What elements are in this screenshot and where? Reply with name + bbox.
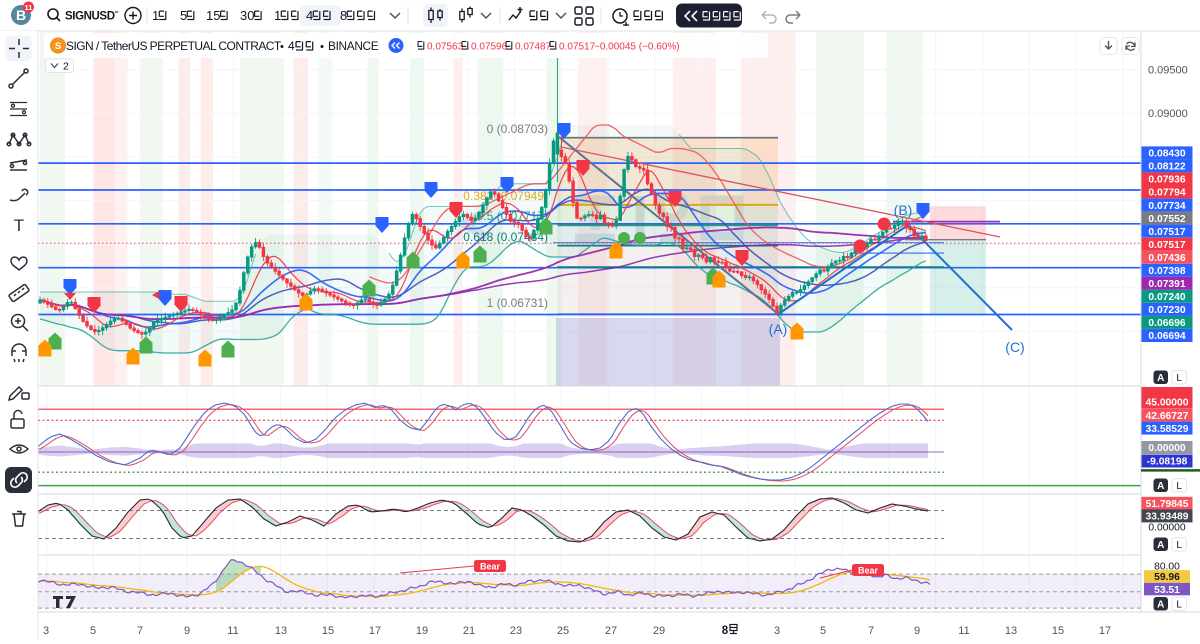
svg-text:59.96: 59.96	[1154, 572, 1180, 583]
svg-text:1: 1	[274, 8, 281, 23]
svg-text:17: 17	[1099, 625, 1111, 637]
svg-text:11: 11	[958, 625, 969, 637]
svg-text:L: L	[1176, 600, 1182, 611]
svg-text:4: 4	[306, 8, 313, 23]
svg-text:9: 9	[914, 625, 920, 637]
svg-text:7: 7	[868, 625, 874, 637]
svg-text:SIGNUSDˉ: SIGNUSDˉ	[65, 11, 119, 23]
svg-text:5: 5	[90, 625, 96, 637]
svg-text:23: 23	[510, 625, 522, 637]
svg-text:4: 4	[288, 39, 295, 53]
svg-text:L: L	[1176, 481, 1182, 492]
svg-text:0.07391: 0.07391	[1148, 279, 1185, 290]
svg-text:51.79845: 51.79845	[1146, 499, 1189, 510]
svg-text:Bear: Bear	[858, 566, 879, 576]
svg-text:A: A	[1157, 373, 1164, 384]
svg-text:0.08430: 0.08430	[1148, 149, 1185, 160]
svg-text:(A): (A)	[769, 321, 788, 337]
svg-text:0.06696: 0.06696	[1148, 318, 1185, 329]
svg-text:53.51: 53.51	[1154, 585, 1180, 596]
svg-text:0.07487: 0.07487	[515, 42, 552, 53]
svg-text:0.09500: 0.09500	[1148, 65, 1188, 77]
svg-text:30: 30	[240, 8, 254, 23]
svg-text:7: 7	[137, 625, 143, 637]
svg-text:5: 5	[180, 8, 187, 23]
svg-text:8: 8	[340, 8, 347, 23]
svg-text:0.00000: 0.00000	[1148, 443, 1185, 454]
svg-text:27: 27	[605, 625, 617, 637]
svg-text:3: 3	[43, 625, 49, 637]
svg-text:0.00000: 0.00000	[1148, 523, 1185, 534]
svg-text:0.07563: 0.07563	[427, 42, 464, 53]
svg-text:15: 15	[1052, 625, 1064, 637]
svg-text:(B): (B)	[894, 202, 913, 218]
svg-text:11: 11	[227, 625, 238, 637]
svg-text:2: 2	[63, 61, 69, 73]
svg-text:80.00: 80.00	[1154, 562, 1180, 573]
svg-text:0 (0.08703): 0 (0.08703)	[487, 122, 548, 136]
svg-text:L: L	[1176, 373, 1182, 384]
svg-text:-9.08198: -9.08198	[1147, 457, 1188, 468]
svg-text:0.07794: 0.07794	[1148, 188, 1185, 199]
svg-text:42.66727: 42.66727	[1146, 411, 1189, 422]
svg-text:17: 17	[369, 625, 381, 637]
svg-text:0.07596: 0.07596	[471, 42, 508, 53]
svg-text:0.07552: 0.07552	[1148, 214, 1185, 225]
svg-text:(C): (C)	[1005, 339, 1024, 355]
svg-text:13: 13	[1005, 625, 1017, 637]
svg-text:BINANCE: BINANCE	[328, 39, 379, 53]
svg-text:45.00000: 45.00000	[1146, 398, 1189, 409]
svg-text:0.07734: 0.07734	[1148, 201, 1185, 212]
svg-text:0.382 (0.07949): 0.382 (0.07949)	[463, 189, 548, 203]
svg-text:SIGN / TetherUS PERPETUAL CONT: SIGN / TetherUS PERPETUAL CONTRACT	[66, 39, 282, 53]
svg-text:8: 8	[722, 625, 729, 637]
svg-text:A: A	[1157, 600, 1164, 611]
svg-text:1 (0.06731): 1 (0.06731)	[487, 296, 548, 310]
svg-text:B: B	[16, 7, 26, 23]
svg-text:A: A	[1157, 481, 1164, 492]
svg-text:0.07517: 0.07517	[1148, 240, 1185, 251]
svg-text:A: A	[1157, 540, 1164, 551]
svg-text:19: 19	[416, 625, 428, 637]
svg-text:0.07240: 0.07240	[1148, 292, 1185, 303]
svg-text:15: 15	[206, 8, 220, 23]
svg-text:0.09000: 0.09000	[1148, 108, 1188, 120]
svg-text:0.07398: 0.07398	[1148, 266, 1185, 277]
svg-text:25: 25	[557, 625, 569, 637]
svg-text:13: 13	[275, 625, 287, 637]
svg-text:T: T	[14, 216, 24, 235]
svg-text:1: 1	[152, 8, 159, 23]
svg-text:11: 11	[25, 3, 33, 12]
svg-text:L: L	[1176, 540, 1182, 551]
svg-text:0.07230: 0.07230	[1148, 305, 1185, 316]
svg-text:33.93489: 33.93489	[1146, 512, 1189, 523]
svg-text:S: S	[55, 41, 61, 52]
svg-text:29: 29	[653, 625, 665, 637]
svg-text:−0.00045 (−0.60%): −0.00045 (−0.60%)	[594, 42, 680, 53]
svg-text:33.58529: 33.58529	[1146, 424, 1189, 435]
svg-text:0.07936: 0.07936	[1148, 175, 1185, 186]
svg-text:21: 21	[463, 625, 475, 637]
svg-text:5: 5	[820, 625, 826, 637]
svg-text:0.07517: 0.07517	[1148, 227, 1185, 238]
svg-text:15: 15	[322, 625, 334, 637]
svg-text:0.08122: 0.08122	[1148, 162, 1185, 173]
svg-text:Bear: Bear	[480, 562, 501, 572]
svg-text:3: 3	[774, 625, 780, 637]
svg-text:0.07436: 0.07436	[1148, 253, 1185, 264]
svg-text:0.06694: 0.06694	[1148, 331, 1185, 342]
svg-text:9: 9	[184, 625, 190, 637]
svg-text:0.07517: 0.07517	[559, 42, 596, 53]
